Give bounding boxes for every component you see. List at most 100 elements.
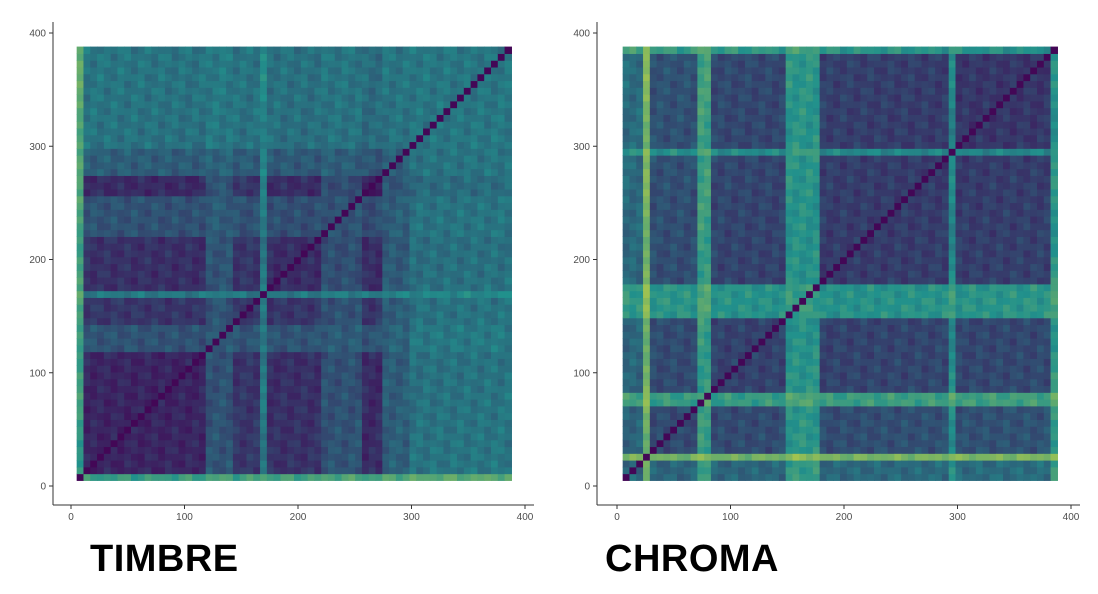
- heatmap-cell: [287, 283, 295, 292]
- heatmap-cell: [504, 80, 512, 88]
- heatmap-cell: [253, 66, 261, 75]
- heatmap-cell: [321, 127, 329, 136]
- heatmap-cell: [307, 100, 315, 109]
- heatmap-cell: [185, 460, 193, 468]
- heatmap-cell: [423, 344, 431, 353]
- heatmap-cell: [416, 94, 424, 102]
- heatmap-cell: [246, 222, 254, 231]
- heatmap-cell: [334, 338, 343, 346]
- heatmap-cell: [124, 80, 132, 88]
- heatmap-cell: [232, 412, 241, 420]
- heatmap-cell: [697, 175, 705, 183]
- heatmap-cell: [656, 385, 665, 393]
- heatmap-cell: [416, 283, 424, 292]
- heatmap-cell: [704, 134, 712, 143]
- heatmap-cell: [491, 317, 499, 326]
- heatmap-cell: [103, 412, 112, 420]
- heatmap-cell: [287, 121, 295, 129]
- heatmap-cell: [683, 290, 692, 298]
- heatmap-cell: [622, 236, 631, 244]
- heatmap-cell: [287, 161, 295, 170]
- heatmap-cell: [321, 270, 329, 278]
- heatmap-cell: [137, 249, 146, 258]
- heatmap-cell: [314, 297, 322, 305]
- heatmap-cell: [103, 202, 112, 210]
- heatmap-cell: [416, 419, 424, 427]
- heatmap-cell: [670, 249, 678, 258]
- heatmap-cell: [124, 60, 132, 68]
- heatmap-cell: [457, 324, 465, 332]
- heatmap-cell: [504, 453, 512, 461]
- heatmap-cell: [280, 399, 288, 407]
- heatmap-cell: [361, 358, 370, 366]
- heatmap-cell: [450, 161, 458, 170]
- heatmap-cell: [266, 46, 275, 54]
- heatmap-cell: [389, 385, 397, 393]
- heatmap-cell: [683, 446, 692, 454]
- heatmap-cell: [327, 100, 336, 109]
- heatmap-cell: [90, 229, 98, 237]
- heatmap-cell: [137, 141, 146, 149]
- heatmap-cell: [402, 80, 411, 88]
- heatmap-cell: [198, 351, 207, 359]
- heatmap-cell: [158, 351, 166, 359]
- heatmap-cell: [158, 202, 166, 210]
- heatmap-cell: [443, 473, 451, 481]
- heatmap-cell: [90, 317, 98, 326]
- heatmap-cell: [253, 331, 261, 339]
- heatmap-cell: [334, 216, 343, 224]
- heatmap-cell: [158, 107, 166, 115]
- heatmap-cell: [144, 87, 152, 95]
- heatmap-cell: [260, 175, 268, 183]
- heatmap-cell: [470, 127, 479, 136]
- heatmap-cell: [76, 60, 85, 68]
- heatmap-cell: [334, 365, 343, 373]
- heatmap-cell: [151, 87, 159, 95]
- heatmap-cell: [389, 141, 397, 149]
- heatmap-cell: [124, 331, 132, 339]
- heatmap-cell: [348, 216, 356, 224]
- heatmap-cell: [484, 134, 492, 143]
- heatmap-cell: [348, 344, 356, 353]
- heatmap-cell: [83, 53, 91, 61]
- heatmap-cell: [280, 155, 288, 163]
- heatmap-cell: [491, 426, 499, 434]
- heatmap-cell: [497, 324, 506, 332]
- heatmap-cell: [158, 127, 166, 136]
- heatmap-cell: [348, 466, 356, 475]
- heatmap-cell: [622, 331, 631, 339]
- heatmap-cell: [341, 100, 349, 109]
- heatmap-cell: [491, 283, 499, 292]
- heatmap-cell: [97, 304, 105, 312]
- heatmap-cell: [164, 412, 173, 420]
- heatmap-cell: [273, 419, 282, 427]
- heatmap-cell: [477, 100, 485, 109]
- heatmap-cell: [260, 473, 268, 481]
- heatmap-cell: [246, 385, 254, 393]
- heatmap-cell: [402, 175, 411, 183]
- heatmap-cell: [117, 385, 125, 393]
- heatmap-cell: [663, 446, 671, 454]
- heatmap-cell: [477, 338, 485, 346]
- heatmap-cell: [402, 371, 411, 380]
- heatmap-cell: [649, 277, 658, 285]
- heatmap-cell: [307, 432, 315, 441]
- heatmap-cell: [477, 446, 485, 454]
- heatmap-cell: [131, 161, 139, 170]
- heatmap-cell: [670, 66, 678, 75]
- heatmap-cell: [463, 175, 472, 183]
- heatmap-cell: [171, 399, 180, 407]
- heatmap-cell: [226, 426, 234, 434]
- heatmap-cell: [131, 358, 139, 366]
- heatmap-cell: [327, 209, 336, 217]
- heatmap-cell: [151, 127, 159, 136]
- heatmap-cell: [97, 344, 105, 353]
- heatmap-cell: [83, 141, 91, 149]
- heatmap-cell: [663, 263, 671, 271]
- heatmap-cell: [416, 243, 424, 251]
- heatmap-cell: [327, 371, 336, 380]
- heatmap-cell: [656, 290, 665, 298]
- heatmap-cell: [341, 473, 349, 481]
- heatmap-cell: [382, 446, 390, 454]
- heatmap-cell: [497, 195, 506, 204]
